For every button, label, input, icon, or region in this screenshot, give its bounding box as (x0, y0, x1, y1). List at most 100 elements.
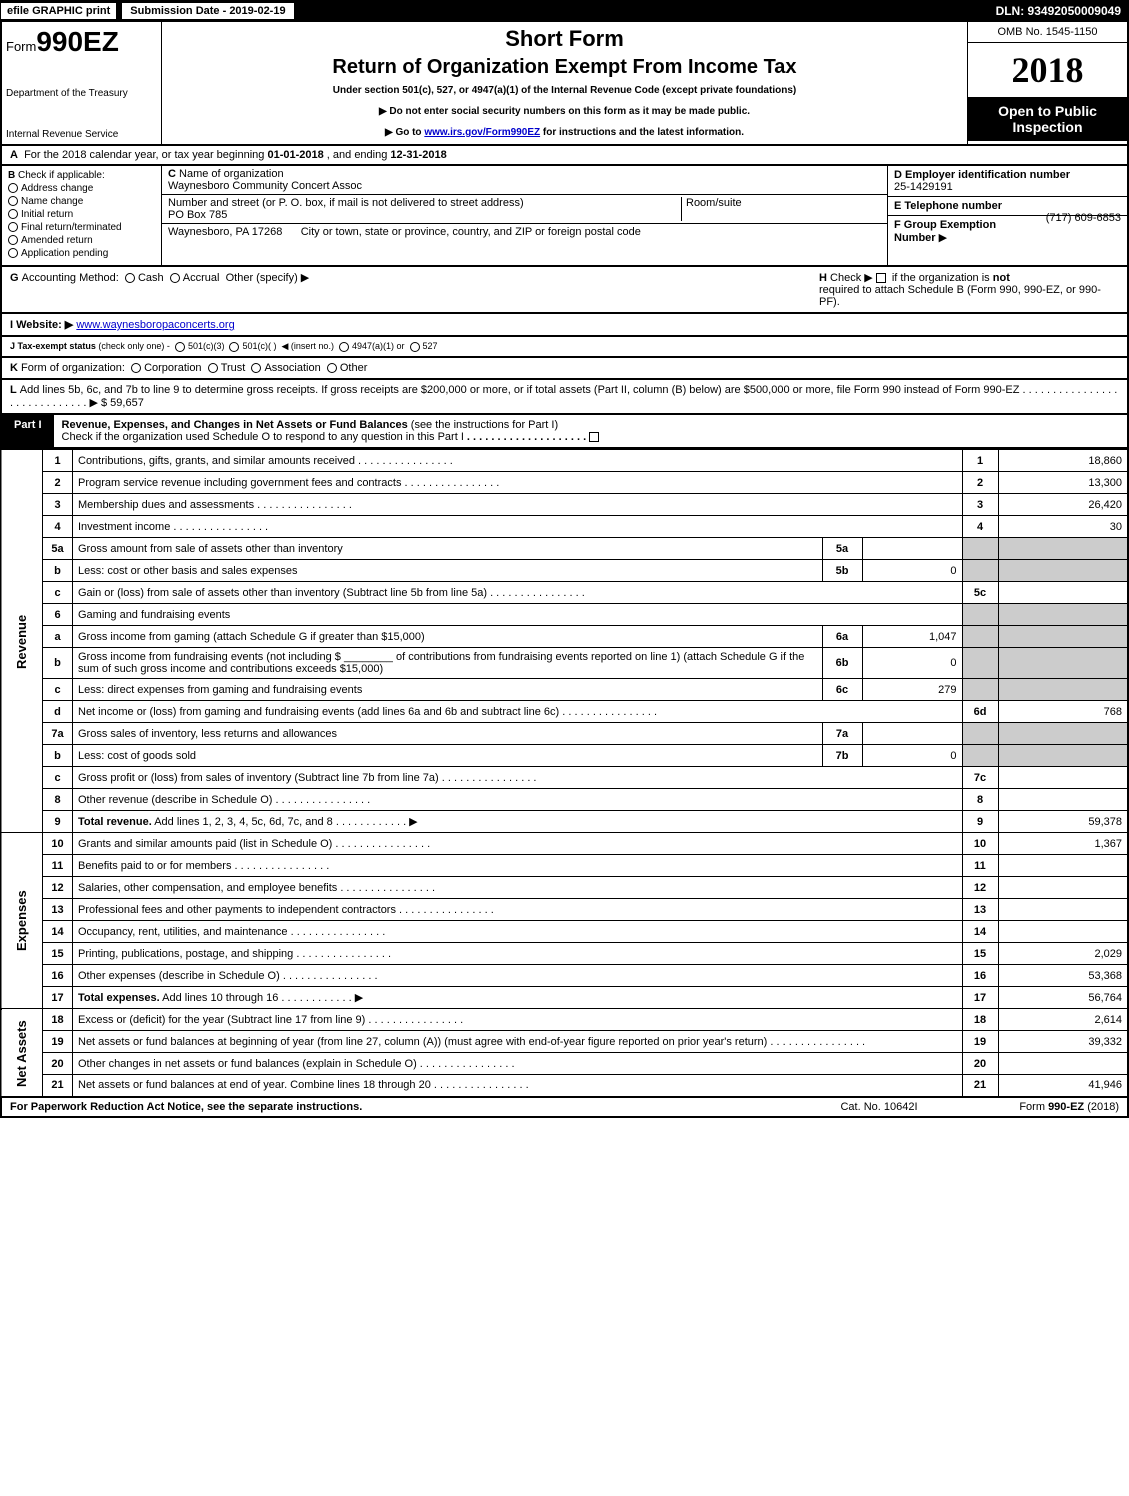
section-expenses: Expenses (1, 833, 43, 1009)
city-value: Waynesboro, PA 17268 (168, 226, 282, 238)
amount: 2,614 (998, 1009, 1128, 1031)
subline-number: 7a (822, 723, 862, 745)
j-527[interactable]: 527 (423, 341, 438, 351)
website-link[interactable]: www.waynesboropaconcerts.org (76, 319, 234, 331)
table-row: 7aGross sales of inventory, less returns… (1, 723, 1128, 745)
org-name-label: Name of organization (179, 168, 284, 180)
amount: 1,367 (998, 833, 1128, 855)
line-number: 20 (43, 1053, 73, 1075)
result-number: 21 (962, 1075, 998, 1097)
chk-address-change[interactable]: Address change (8, 183, 155, 194)
line-k: K Form of organization: Corporation Trus… (0, 358, 1129, 380)
chk-final-return[interactable]: Final return/terminated (8, 222, 155, 233)
subline-value: 0 (862, 648, 962, 679)
line-desc: Net income or (loss) from gaming and fun… (73, 701, 963, 723)
line-number: 15 (43, 943, 73, 965)
table-row: cLess: direct expenses from gaming and f… (1, 679, 1128, 701)
line-desc: Gain or (loss) from sale of assets other… (73, 582, 963, 604)
chk-schedule-o[interactable] (589, 432, 599, 442)
j-4947[interactable]: 4947(a)(1) or (352, 341, 405, 351)
irs-link[interactable]: www.irs.gov/Form990EZ (424, 127, 540, 138)
k-other[interactable]: Other (340, 362, 368, 374)
chk-name-change[interactable]: Name change (8, 196, 155, 207)
result-number: 5c (962, 582, 998, 604)
line-number: 21 (43, 1075, 73, 1097)
table-row: 9Total revenue. Add lines 1, 2, 3, 4, 5c… (1, 811, 1128, 833)
gross-receipts: $ 59,657 (101, 397, 144, 409)
table-row: bGross income from fundraising events (n… (1, 648, 1128, 679)
amount: 13,300 (998, 472, 1128, 494)
table-row: dNet income or (loss) from gaming and fu… (1, 701, 1128, 723)
line-desc: Total expenses. Add lines 10 through 16 … (73, 987, 963, 1009)
line-desc: Other changes in net assets or fund bala… (73, 1053, 963, 1075)
street-label: Number and street (or P. O. box, if mail… (168, 197, 524, 209)
acct-accrual[interactable]: Accrual (183, 272, 220, 284)
line-number: 18 (43, 1009, 73, 1031)
j-501c[interactable]: 501(c)( ) (242, 341, 276, 351)
section-revenue: Revenue (1, 450, 43, 833)
line-number: 10 (43, 833, 73, 855)
amount: 41,946 (998, 1075, 1128, 1097)
k-corp[interactable]: Corporation (144, 362, 201, 374)
line-number: c (43, 767, 73, 789)
subline-value: 1,047 (862, 626, 962, 648)
table-row: Revenue1Contributions, gifts, grants, an… (1, 450, 1128, 472)
acct-cash[interactable]: Cash (138, 272, 164, 284)
line-number: 14 (43, 921, 73, 943)
line-desc: Net assets or fund balances at beginning… (73, 1031, 963, 1053)
ein-value: 25-1429191 (894, 181, 953, 193)
k-assoc[interactable]: Association (264, 362, 320, 374)
amount: 2,029 (998, 943, 1128, 965)
amount: 26,420 (998, 494, 1128, 516)
goto-note: Go to www.irs.gov/Form990EZ for instruct… (166, 127, 963, 138)
dept-treasury: Department of the Treasury (6, 88, 157, 99)
table-row: cGross profit or (loss) from sales of in… (1, 767, 1128, 789)
line-number: 17 (43, 987, 73, 1009)
chk-schedule-b[interactable] (876, 273, 886, 283)
dln: DLN: 93492050009049 (996, 4, 1129, 18)
street-value: PO Box 785 (168, 209, 227, 221)
line-desc: Printing, publications, postage, and shi… (73, 943, 963, 965)
table-row: Net Assets18Excess or (deficit) for the … (1, 1009, 1128, 1031)
submission-date: Submission Date - 2019-02-19 (121, 2, 294, 20)
chk-initial-return[interactable]: Initial return (8, 209, 155, 220)
result-number: 20 (962, 1053, 998, 1075)
line-desc: Other revenue (describe in Schedule O) .… (73, 789, 963, 811)
subline-number: 5b (822, 560, 862, 582)
table-row: 3Membership dues and assessments . . . .… (1, 494, 1128, 516)
form-header: Form990EZ Department of the Treasury Int… (0, 22, 1129, 146)
table-row: 6Gaming and fundraising events (1, 604, 1128, 626)
line-desc: Salaries, other compensation, and employ… (73, 877, 963, 899)
table-row: 14Occupancy, rent, utilities, and mainte… (1, 921, 1128, 943)
result-number: 4 (962, 516, 998, 538)
line-l: L Add lines 5b, 6c, and 7b to line 9 to … (0, 380, 1129, 415)
chk-application-pending[interactable]: Application pending (8, 248, 155, 259)
chk-amended-return[interactable]: Amended return (8, 235, 155, 246)
line-desc: Gross income from fundraising events (no… (73, 648, 823, 679)
amount: 59,378 (998, 811, 1128, 833)
table-row: Expenses10Grants and similar amounts pai… (1, 833, 1128, 855)
result-number: 11 (962, 855, 998, 877)
amount (998, 1053, 1128, 1075)
line-desc: Total revenue. Add lines 1, 2, 3, 4, 5c,… (73, 811, 963, 833)
k-trust[interactable]: Trust (221, 362, 246, 374)
subline-value: 0 (862, 745, 962, 767)
result-number: 14 (962, 921, 998, 943)
line-number: 2 (43, 472, 73, 494)
table-row: 17Total expenses. Add lines 10 through 1… (1, 987, 1128, 1009)
acct-other[interactable]: Other (specify) ▶ (226, 272, 310, 284)
subline-value: 0 (862, 560, 962, 582)
efile-print-button[interactable]: efile GRAPHIC print (0, 2, 117, 20)
result-number: 15 (962, 943, 998, 965)
result-number: 17 (962, 987, 998, 1009)
line-desc: Contributions, gifts, grants, and simila… (73, 450, 963, 472)
result-number: 2 (962, 472, 998, 494)
result-number: 13 (962, 899, 998, 921)
result-number: 8 (962, 789, 998, 811)
result-number: 10 (962, 833, 998, 855)
line-desc: Investment income . . . . . . . . . . . … (73, 516, 963, 538)
table-row: 13Professional fees and other payments t… (1, 899, 1128, 921)
line-desc: Grants and similar amounts paid (list in… (73, 833, 963, 855)
j-501c3[interactable]: 501(c)(3) (188, 341, 225, 351)
line-number: b (43, 648, 73, 679)
